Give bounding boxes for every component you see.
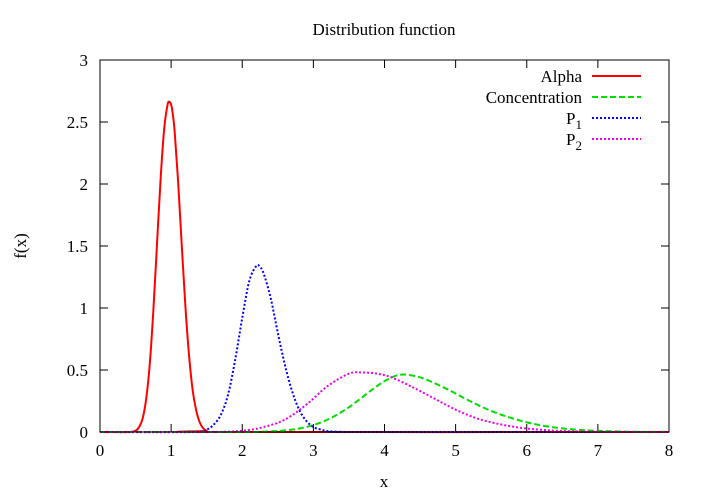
series-line-2 bbox=[99, 373, 670, 434]
series-line-3 bbox=[99, 263, 670, 434]
y-tick-label: 0.5 bbox=[67, 361, 88, 380]
y-axis-label: f(x) bbox=[11, 233, 30, 258]
series-line-4 bbox=[99, 371, 670, 434]
y-tick-label: 1 bbox=[80, 299, 89, 318]
series-line-1 bbox=[99, 100, 670, 434]
legend-label-2: Concentration bbox=[486, 88, 583, 107]
x-tick-label: 0 bbox=[96, 441, 105, 460]
x-tick-label: 7 bbox=[594, 441, 603, 460]
legend-subscript: 2 bbox=[576, 138, 583, 153]
legend-label-4: P2 bbox=[566, 130, 582, 153]
y-tick-label: 2 bbox=[80, 175, 89, 194]
series-layer bbox=[99, 100, 670, 434]
ticks-layer: 0 1 2 3 4 5 6 7 8 0 0.5 1 1.5 2 2.5 3 bbox=[67, 51, 674, 460]
x-tick-label: 3 bbox=[309, 441, 318, 460]
legend-name: Concentration bbox=[486, 88, 583, 107]
y-tick-label: 2.5 bbox=[67, 113, 88, 132]
legend-label-3: P1 bbox=[566, 109, 582, 132]
x-tick-label: 6 bbox=[523, 441, 532, 460]
x-tick-label: 8 bbox=[665, 441, 674, 460]
y-tick-label: 0 bbox=[80, 423, 89, 442]
legend-subscript: 1 bbox=[576, 117, 583, 132]
plot-frame bbox=[99, 59, 670, 433]
x-tick-label: 5 bbox=[451, 441, 460, 460]
legend-name: Alpha bbox=[540, 67, 582, 86]
legend-label-1: Alpha bbox=[540, 67, 582, 86]
legend-name: P bbox=[566, 130, 575, 149]
x-tick-label: 1 bbox=[167, 441, 176, 460]
chart-title: Distribution function bbox=[312, 20, 456, 39]
x-axis-label: x bbox=[380, 472, 389, 491]
y-tick-label: 1.5 bbox=[67, 237, 88, 256]
legend-name: P bbox=[566, 109, 575, 128]
y-tick-label: 3 bbox=[80, 51, 89, 70]
x-tick-label: 2 bbox=[238, 441, 247, 460]
x-tick-label: 4 bbox=[380, 441, 389, 460]
